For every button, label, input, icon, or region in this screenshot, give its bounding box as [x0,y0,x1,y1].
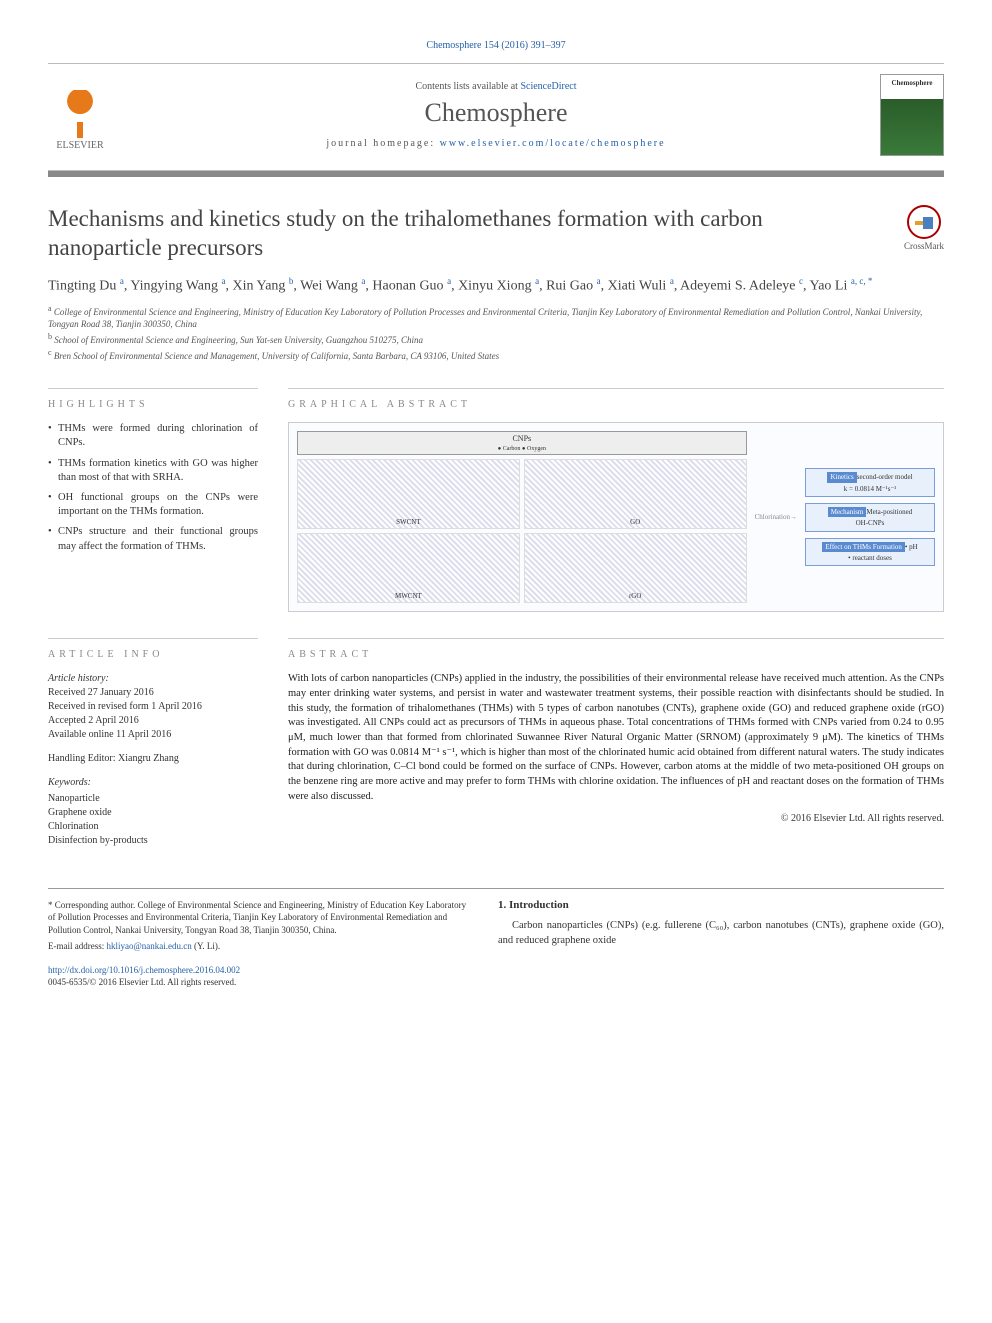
corresponding-author: * Corresponding author. College of Envir… [48,899,468,988]
copyright-line: © 2016 Elsevier Ltd. All rights reserved… [288,813,944,824]
separator-bar [48,171,944,177]
crossmark-badge[interactable]: CrossMark [904,205,944,251]
editor-name: Xiangru Zhang [118,753,179,764]
corr-text: * Corresponding author. College of Envir… [48,899,468,935]
ga-molecule: SWCNT [297,459,520,529]
publisher-logo: ELSEVIER [48,79,112,151]
author-list: Tingting Du a, Yingying Wang a, Xin Yang… [48,275,944,296]
journal-cover: Chemosphere [880,74,944,156]
received-date: Received 27 January 2016 [48,686,258,700]
contents-prefix: Contents lists available at [415,81,520,92]
editor-label: Handling Editor: [48,753,118,764]
keywords-block: Keywords: NanoparticleGraphene oxideChlo… [48,776,258,848]
crossmark-icon [907,205,941,239]
affiliations: a College of Environmental Science and E… [48,304,944,363]
affiliation: a College of Environmental Science and E… [48,304,944,330]
ga-molecule: rGO [524,533,747,603]
article-info: Article history: Received 27 January 201… [48,672,258,848]
highlight-item: THMs were formed during chlorination of … [48,422,258,450]
ga-legend: ● Carbon ● Oxygen [498,446,546,452]
journal-homepage: journal homepage: www.elsevier.com/locat… [112,138,880,149]
email-label: E-mail address: [48,941,106,951]
homepage-link[interactable]: www.elsevier.com/locate/chemosphere [440,138,666,149]
sciencedirect-link[interactable]: ScienceDirect [520,81,576,92]
crossmark-label: CrossMark [904,241,944,251]
affiliation: c Bren School of Environmental Science a… [48,348,944,362]
ga-box: Effect on THMs Formation• pH• reactant d… [805,538,935,567]
ga-cnps-text: CNPs [512,434,531,443]
abstract-text: With lots of carbon nanoparticles (CNPs)… [288,672,944,804]
keyword: Nanoparticle [48,792,258,806]
keywords-label: Keywords: [48,776,258,790]
journal-title: Chemosphere [112,98,880,128]
introduction-text: Carbon nanoparticles (CNPs) (e.g. fuller… [498,919,944,948]
highlights-list: THMs were formed during chlorination of … [48,422,258,553]
cover-title: Chemosphere [881,79,943,87]
keyword: Chlorination [48,820,258,834]
keyword: Disinfection by-products [48,834,258,848]
citation-line: Chemosphere 154 (2016) 391–397 [48,40,944,51]
accepted-date: Accepted 2 April 2016 [48,714,258,728]
ga-molecule: MWCNT [297,533,520,603]
online-date: Available online 11 April 2016 [48,728,258,742]
ga-molecule: GO [524,459,747,529]
corr-email-link[interactable]: hkliyao@nankai.edu.cn [106,941,191,951]
article-info-heading: ARTICLE INFO [48,638,258,660]
doi-link[interactable]: http://dx.doi.org/10.1016/j.chemosphere.… [48,965,240,975]
introduction-heading: 1. Introduction [498,899,944,911]
contents-available: Contents lists available at ScienceDirec… [112,81,880,92]
email-person: (Y. Li). [192,941,220,951]
highlight-item: CNPs structure and their functional grou… [48,525,258,553]
revised-date: Received in revised form 1 April 2016 [48,700,258,714]
ga-box: Kineticssecond-order modelk = 0.0814 M⁻¹… [805,468,935,497]
ga-cnps-label: CNPs ● Carbon ● Oxygen [297,431,747,455]
homepage-prefix: journal homepage: [326,138,439,149]
graphical-abstract-heading: GRAPHICAL ABSTRACT [288,388,944,410]
highlight-item: THMs formation kinetics with GO was high… [48,457,258,485]
elsevier-tree-icon [56,90,104,138]
highlights-heading: HIGHLIGHTS [48,388,258,410]
journal-header: ELSEVIER Contents lists available at Sci… [48,63,944,171]
highlight-item: OH functional groups on the CNPs were im… [48,491,258,519]
ga-box: MechanismMeta-positionedOH-CNPs [805,503,935,532]
article-title: Mechanisms and kinetics study on the tri… [48,205,808,263]
affiliation: b School of Environmental Science and En… [48,332,944,346]
history-label: Article history: [48,672,258,686]
issn-line: 0045-6535/© 2016 Elsevier Ltd. All right… [48,976,468,988]
graphical-abstract: CNPs ● Carbon ● Oxygen SWCNTGOMWCNTrGO C… [288,422,944,612]
abstract-heading: ABSTRACT [288,638,944,660]
publisher-name: ELSEVIER [56,140,103,151]
ga-arrow-label: Chlorination [755,513,790,521]
ga-arrow: Chlorination → [755,431,797,603]
keyword: Graphene oxide [48,806,258,820]
